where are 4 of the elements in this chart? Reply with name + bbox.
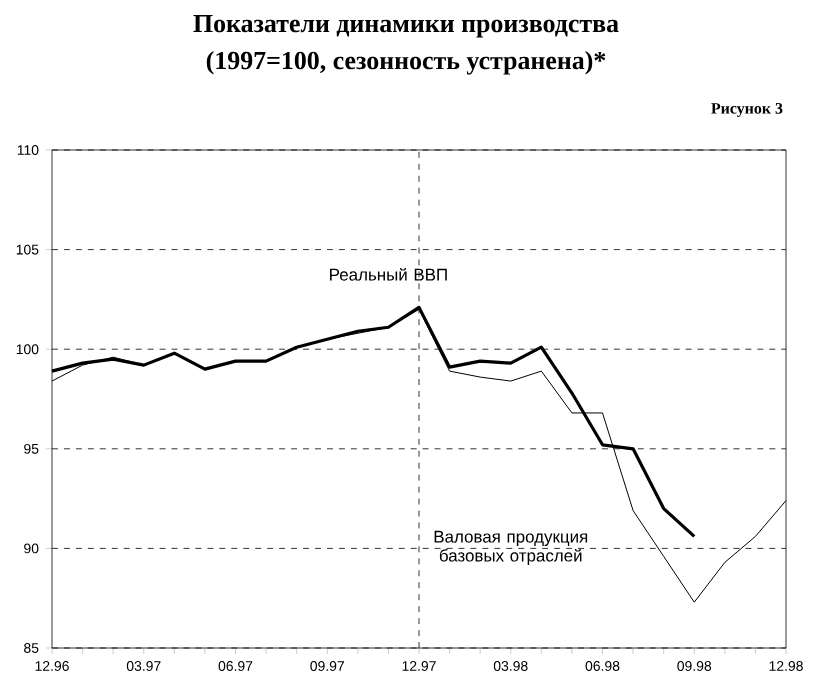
text: Валовая продукция базовых отраслей xyxy=(434,530,588,565)
chart-title: Показатели динамики производства xyxy=(193,15,619,38)
text: Реальный ВВП xyxy=(330,267,447,281)
chart-subtitle: (1997=100, сезонность устранена)* xyxy=(206,51,606,75)
